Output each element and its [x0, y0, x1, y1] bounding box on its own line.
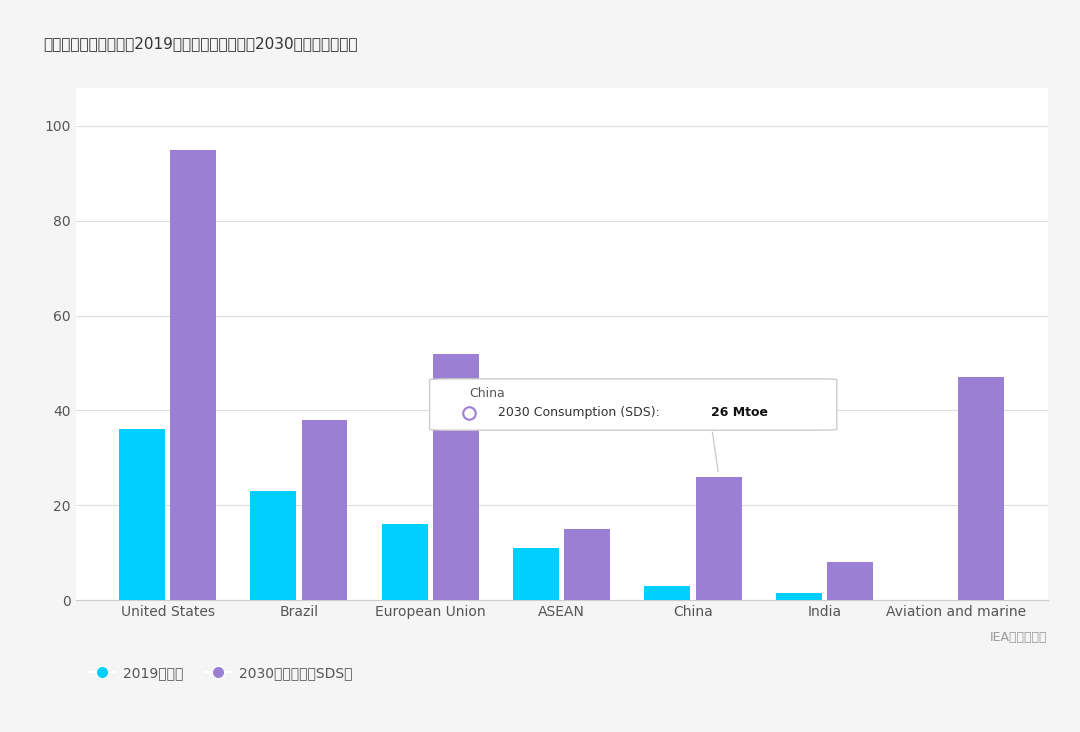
Bar — [827, 562, 873, 600]
Bar — [645, 586, 690, 600]
Text: 在可持续发展情景下，2019年的生物燃料产量与2030年的消费量相比: 在可持续发展情景下，2019年的生物燃料产量与2030年的消费量相比 — [43, 37, 357, 51]
Legend: 2019年产量, 2030年消费量（SDS）: 2019年产量, 2030年消费量（SDS） — [82, 660, 357, 686]
Bar — [171, 149, 216, 600]
Text: 26 Mtoe: 26 Mtoe — [711, 406, 768, 419]
Text: IEA，版权所有: IEA，版权所有 — [990, 631, 1048, 644]
Bar — [433, 354, 478, 600]
Bar — [301, 420, 348, 600]
Bar — [119, 430, 165, 600]
Bar — [381, 524, 428, 600]
Bar — [251, 491, 296, 600]
Text: 2030 Consumption (SDS):: 2030 Consumption (SDS): — [498, 406, 664, 419]
Text: China: China — [469, 386, 504, 400]
Bar — [696, 477, 742, 600]
FancyBboxPatch shape — [430, 379, 837, 430]
Bar — [958, 377, 1004, 600]
Bar — [564, 529, 610, 600]
Bar — [775, 593, 822, 600]
Bar — [513, 548, 559, 600]
